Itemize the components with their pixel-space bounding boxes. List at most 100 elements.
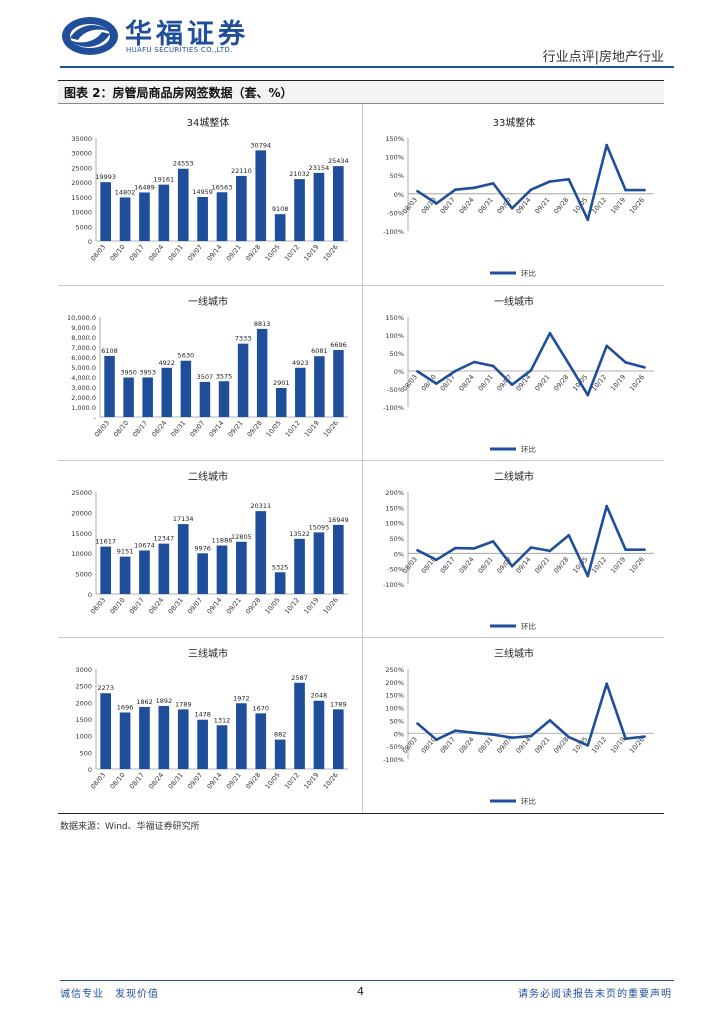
bar-value-label: 20311 <box>250 502 271 510</box>
row-divider <box>58 637 664 638</box>
x-tick-label: 08/10 <box>108 596 126 615</box>
x-tick-label: 08/24 <box>458 373 476 392</box>
x-tick-label: 08/03 <box>89 596 107 615</box>
row-divider <box>58 285 664 286</box>
bar-value-label: 19993 <box>95 173 116 181</box>
bar <box>332 709 344 769</box>
bar <box>197 196 208 241</box>
x-tick-label: 10/05 <box>265 419 283 438</box>
y-tick-label: 0 <box>88 591 92 599</box>
data-point <box>586 744 590 747</box>
bar-value-label: 2901 <box>273 379 290 387</box>
y-tick-label: 5000 <box>75 571 92 579</box>
data-point <box>510 564 514 568</box>
x-tick-label: 09/28 <box>552 735 570 754</box>
bar-value-label: 1972 <box>233 694 250 702</box>
y-tick-label: -50% <box>387 386 404 394</box>
bar-value-label: 5630 <box>178 352 195 360</box>
bar <box>332 524 344 594</box>
bar-value-label: 8813 <box>254 320 271 328</box>
logo-chinese-name: 华福证券 <box>125 19 249 50</box>
bar <box>294 682 305 769</box>
data-point <box>586 574 590 578</box>
x-tick-label: 10/19 <box>609 555 627 574</box>
x-tick-label: 08/17 <box>128 243 146 262</box>
bar-value-label: 25434 <box>328 157 349 165</box>
bar-value-label: 1670 <box>252 704 269 712</box>
data-point <box>454 729 457 733</box>
chart-title: 三线城市 <box>494 647 534 660</box>
x-tick-label: 10/12 <box>284 419 302 438</box>
bar-value-label: 23154 <box>309 164 330 172</box>
data-point <box>510 207 514 210</box>
x-tick-label: 10/05 <box>264 596 282 615</box>
chart-line-tier2: 二线城市-100%-50%0%50%100%150%200%08/03 08/10… <box>383 470 654 631</box>
bar-value-label: 16563 <box>212 183 233 191</box>
bar <box>274 572 286 594</box>
bar <box>197 553 208 594</box>
data-point <box>586 218 590 222</box>
y-tick-label: 20000 <box>71 179 92 187</box>
bar-value-label: 2587 <box>291 674 308 682</box>
y-tick-label: -100% <box>383 581 404 589</box>
x-tick-label: 08/31 <box>477 735 495 754</box>
bar <box>139 706 150 769</box>
x-tick-label: 10/26 <box>628 196 646 215</box>
x-tick-label: 08/10 <box>108 243 126 262</box>
y-tick-label: 200% <box>385 489 404 497</box>
page-header: 华福证券 HUAFU SECURITIES CO.,LTD. 行业点评|房地产行… <box>0 0 724 70</box>
x-tick-label: 08/31 <box>167 596 185 615</box>
bar-value-label: 4922 <box>158 359 175 367</box>
y-tick-label: 0% <box>394 368 404 376</box>
bar <box>123 377 134 417</box>
x-tick-label: 08/10 <box>108 771 126 790</box>
x-tick-label: 08/17 <box>131 419 149 438</box>
x-tick-label: 08/24 <box>150 419 168 438</box>
x-tick-label: 09/21 <box>533 373 551 392</box>
x-tick-label: 09/14 <box>514 555 532 574</box>
data-point <box>454 188 457 192</box>
data-point <box>435 738 438 742</box>
bar <box>197 719 208 769</box>
x-tick-label: 09/07 <box>188 419 206 438</box>
x-tick-label: 08/17 <box>439 555 457 574</box>
y-tick-label: 150% <box>385 135 404 143</box>
x-tick-label: 09/28 <box>552 373 570 392</box>
legend-label: 环比 <box>521 268 536 278</box>
y-tick-label: 35000 <box>71 135 92 143</box>
bar-value-label: 11886 <box>212 537 233 545</box>
y-tick-label: 5000 <box>75 223 92 231</box>
data-point <box>567 735 571 739</box>
x-tick-label: 08/24 <box>147 771 165 790</box>
data-point <box>567 362 571 366</box>
data-point <box>472 731 476 735</box>
bar <box>294 538 305 594</box>
x-tick-label: 10/19 <box>302 243 320 262</box>
bar <box>161 367 173 417</box>
bar-value-label: 17134 <box>173 515 194 523</box>
y-tick-label: 150% <box>385 692 404 700</box>
bar-value-label: 24553 <box>173 160 194 168</box>
bar <box>333 350 344 417</box>
x-tick-label: 09/21 <box>226 419 244 438</box>
column-divider <box>362 104 363 814</box>
bar-value-label: 11617 <box>95 538 116 546</box>
y-tick-label: 100% <box>385 705 404 713</box>
industry-label: 行业点评|房地产行业 <box>542 50 664 65</box>
bar <box>100 546 112 594</box>
data-point <box>435 382 438 385</box>
bar-value-label: 14959 <box>192 188 213 196</box>
y-tick-label: 10000 <box>71 209 92 217</box>
bar-value-label: 9108 <box>272 205 289 213</box>
y-tick-label: 15000 <box>71 194 92 202</box>
x-tick-label: 08/24 <box>147 596 165 615</box>
x-tick-label: 09/07 <box>186 771 204 790</box>
data-point <box>643 548 646 551</box>
bar <box>142 377 153 417</box>
bar <box>313 532 325 594</box>
chart-bar-34-cities: 34城整体 0 5000 10000 15000 20000 25000 30000 35000… <box>71 116 349 263</box>
x-tick-label: 10/19 <box>303 419 321 438</box>
x-tick-label: 08/03 <box>93 419 111 438</box>
x-tick-label: 08/31 <box>169 419 187 438</box>
x-tick-label: 08/31 <box>477 196 495 215</box>
